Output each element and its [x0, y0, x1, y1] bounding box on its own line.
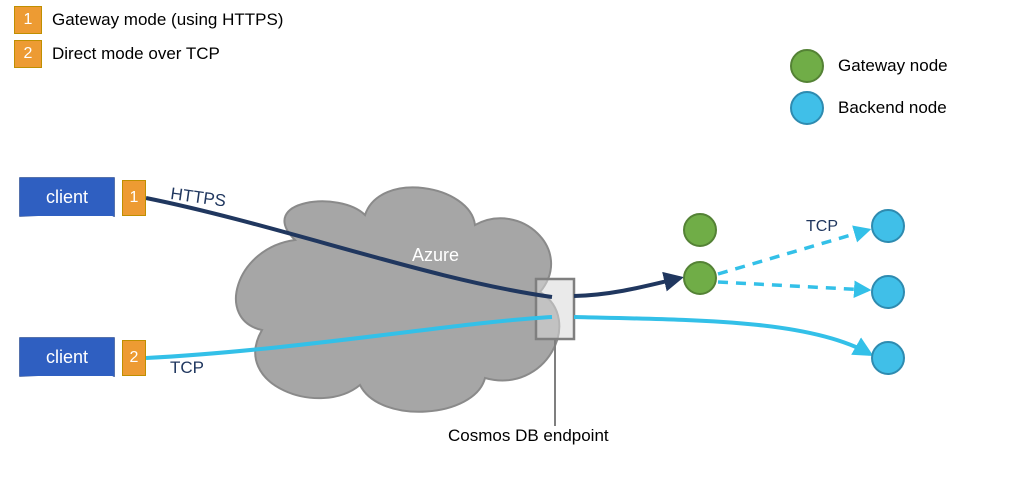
legend-backend-node: Backend node [790, 92, 948, 124]
gateway-node-icon [790, 49, 824, 83]
backend-node-icon [790, 91, 824, 125]
cosmos-endpoint-box [536, 279, 574, 339]
legend-gateway-label: Gateway node [838, 56, 948, 76]
cloud-label: Azure [412, 245, 459, 266]
edge-endpoint-to-gateway [574, 278, 680, 296]
edge-gateway-to-backend-2 [718, 282, 868, 290]
edge-gateway-to-backend-1 [718, 230, 868, 274]
client-1-label: client [20, 178, 114, 216]
diagram-root: 1 Gateway mode (using HTTPS) 2 Direct mo… [0, 0, 1019, 502]
legend-badge-2: 2 [14, 40, 42, 68]
legend-mode-2: 2 Direct mode over TCP [14, 40, 283, 68]
gateway-node [684, 214, 716, 246]
legend-mode-2-label: Direct mode over TCP [52, 44, 220, 64]
client-2-mode-badge: 2 [122, 340, 146, 376]
azure-cloud [236, 187, 559, 411]
backend-node [872, 210, 904, 242]
client-1-mode-badge: 1 [122, 180, 146, 216]
legend-nodes: Gateway node Backend node [790, 50, 948, 134]
gateway-node [684, 262, 716, 294]
legend-gateway-node: Gateway node [790, 50, 948, 82]
edge-label-tcp-right: TCP [806, 218, 838, 236]
edge-endpoint-to-backend [574, 317, 870, 354]
legend-modes: 1 Gateway mode (using HTTPS) 2 Direct mo… [14, 6, 283, 68]
endpoint-label: Cosmos DB endpoint [448, 426, 609, 446]
edge-label-tcp-left: TCP [170, 358, 204, 378]
legend-badge-1: 1 [14, 6, 42, 34]
backend-node [872, 276, 904, 308]
backend-node [872, 342, 904, 374]
client-2-label: client [20, 338, 114, 376]
legend-mode-1: 1 Gateway mode (using HTTPS) [14, 6, 283, 34]
legend-backend-label: Backend node [838, 98, 947, 118]
legend-mode-1-label: Gateway mode (using HTTPS) [52, 10, 283, 30]
